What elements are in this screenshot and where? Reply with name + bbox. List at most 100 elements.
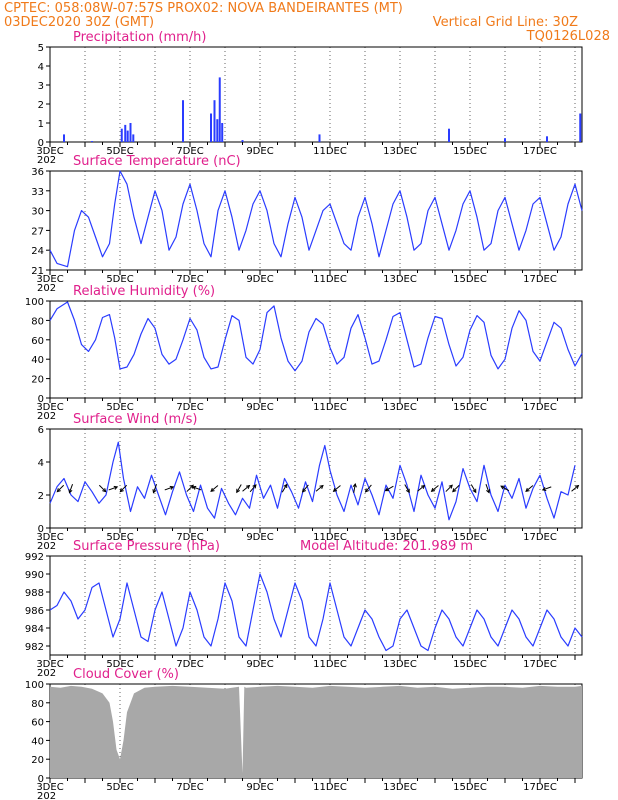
precip-ytick-label: 5 — [38, 43, 44, 54]
wind-arrow-head — [252, 484, 257, 489]
wind-arrow — [302, 484, 309, 493]
wind-xtick-label: 7DEC — [176, 532, 203, 543]
wind-arrow-head — [384, 487, 390, 492]
wind-arrow-head — [472, 488, 477, 494]
pressure-xtick-label: 7DEC — [176, 659, 203, 670]
rh-ytick-label: 60 — [31, 336, 44, 347]
precip-xtick-label: 17DEC — [523, 146, 557, 157]
wind-arrow-head — [236, 488, 240, 494]
wind-arrow — [500, 485, 510, 492]
wind-arrow-head — [210, 487, 215, 492]
wind-xtick-label: 15DEC — [453, 532, 487, 543]
pressure-ytick-label: 992 — [25, 552, 44, 563]
wind-arrow — [210, 485, 219, 492]
header-model: TQ0126L028 — [526, 29, 610, 44]
precip-bar — [63, 134, 65, 142]
precip-bar — [579, 113, 582, 142]
cloud-xtick-label: 13DEC — [383, 782, 417, 793]
wind-arrow — [542, 486, 552, 491]
rh-xtick-label: 5DEC — [106, 402, 133, 413]
temp-ytick-label: 27 — [31, 226, 44, 237]
rh-xtick-label: 9DEC — [246, 402, 273, 413]
temp-ytick-label: 24 — [31, 246, 44, 257]
temp-panel: 21 24 27 30 33 36 3DEC 5DEC 7DEC 9DEC 11DEC 13DEC 15… — [31, 154, 583, 294]
wind-xtick-label: 17DEC — [523, 532, 557, 543]
wind-arrow — [385, 485, 394, 492]
wind-arrow-head — [319, 484, 324, 489]
cloud-panel: 0 20 40 60 80 100 3DEC 5DEC 7DEC 9DEC 11DEC 13DEC 15… — [25, 667, 583, 800]
pressure-xtick-label: 17DEC — [523, 659, 557, 670]
wind-arrow — [192, 486, 202, 491]
wind-xtick-label: 13DEC — [383, 532, 417, 543]
wind-xtick-label: 9DEC — [246, 532, 273, 543]
precip-title: Precipitation (mm/h) — [73, 30, 206, 45]
wind-arrow-head — [420, 484, 426, 489]
rh-xtick-label: 15DEC — [453, 402, 487, 413]
precip-xtick-label: 5DEC — [106, 146, 133, 157]
wind-arrow-head — [430, 487, 436, 492]
pressure-xtick-label: 11DEC — [313, 659, 347, 670]
temp-ytick-label: 36 — [31, 167, 44, 178]
rh-frame — [49, 300, 583, 399]
precip-year-stub: 202 — [37, 155, 56, 166]
rh-ytick-label: 0 — [38, 394, 44, 405]
wind-ytick-label: 4 — [38, 458, 44, 469]
wind-arrow — [333, 485, 341, 492]
precip-xtick-label: 7DEC — [176, 146, 203, 157]
pressure-xtick-label: 3DEC — [36, 659, 63, 670]
pressure-ytick-label: 982 — [25, 642, 44, 653]
precip-ytick-label: 1 — [38, 119, 44, 130]
temp-xtick-label: 3DEC — [36, 274, 63, 285]
precip-bar — [126, 130, 129, 142]
rh-panel: 0 20 40 60 80 100 3DEC 5DEC 7DEC 9DEC 11DEC 13DEC 15… — [25, 284, 583, 422]
wind-arrow-head — [406, 488, 410, 494]
cloud-xtick-label: 17DEC — [523, 782, 557, 793]
header-date: 03DEC2020 30Z (GMT) — [4, 15, 154, 30]
temp-ytick-label: 30 — [31, 207, 44, 218]
wind-ytick-label: 6 — [38, 425, 44, 436]
precip-bar — [120, 128, 123, 142]
wind-arrow-head — [169, 485, 175, 490]
wind-xtick-label: 5DEC — [106, 532, 133, 543]
precip-xtick-label: 3DEC — [36, 146, 63, 157]
wind-arrow-head — [56, 488, 61, 493]
precip-bar — [124, 124, 127, 142]
temp-title: Surface Temperature (nC) — [73, 154, 241, 169]
rh-xtick-label: 17DEC — [523, 402, 557, 413]
wind-arrow — [152, 484, 158, 493]
precip-xtick-label: 13DEC — [383, 146, 417, 157]
wind-xtick-label: 3DEC — [36, 532, 63, 543]
wind-arrow-head — [452, 488, 457, 493]
wind-frame — [49, 428, 583, 529]
wind-arrow-head — [152, 489, 157, 494]
wind-arrow-head — [283, 483, 288, 489]
temp-xtick-label: 11DEC — [313, 274, 347, 285]
wind-arrow-head — [189, 484, 194, 489]
wind-arrow — [431, 485, 439, 492]
wind-arrow — [470, 484, 477, 493]
rh-title: Relative Humidity (%) — [73, 284, 215, 299]
precip-bar — [91, 141, 93, 142]
rh-ytick-label: 80 — [31, 316, 44, 327]
wind-arrow — [417, 485, 425, 492]
precip-bar — [129, 123, 132, 142]
wind-arrow — [525, 485, 534, 492]
cloud-ytick-label: 80 — [31, 699, 44, 710]
rh-ytick-label: 20 — [31, 375, 44, 386]
precip-xtick-label: 11DEC — [313, 146, 347, 157]
wind-arrow-head — [541, 486, 547, 491]
precip-bar — [182, 100, 184, 142]
precip-bar — [448, 128, 450, 142]
precip-ytick-label: 0 — [38, 138, 44, 149]
precip-bar — [241, 140, 244, 142]
temp-xtick-label: 17DEC — [523, 274, 557, 285]
header-grid-line: Vertical Grid Line: 30Z — [433, 15, 578, 30]
precip-bar — [318, 134, 321, 142]
rh-xtick-label: 7DEC — [176, 402, 203, 413]
pressure-ytick-label: 990 — [25, 570, 44, 581]
wind-arrow — [186, 484, 194, 492]
pressure-xtick-label: 5DEC — [106, 659, 133, 670]
wind-arrow — [68, 484, 74, 493]
pressure-frame — [49, 555, 583, 656]
precip-bar — [546, 136, 548, 142]
